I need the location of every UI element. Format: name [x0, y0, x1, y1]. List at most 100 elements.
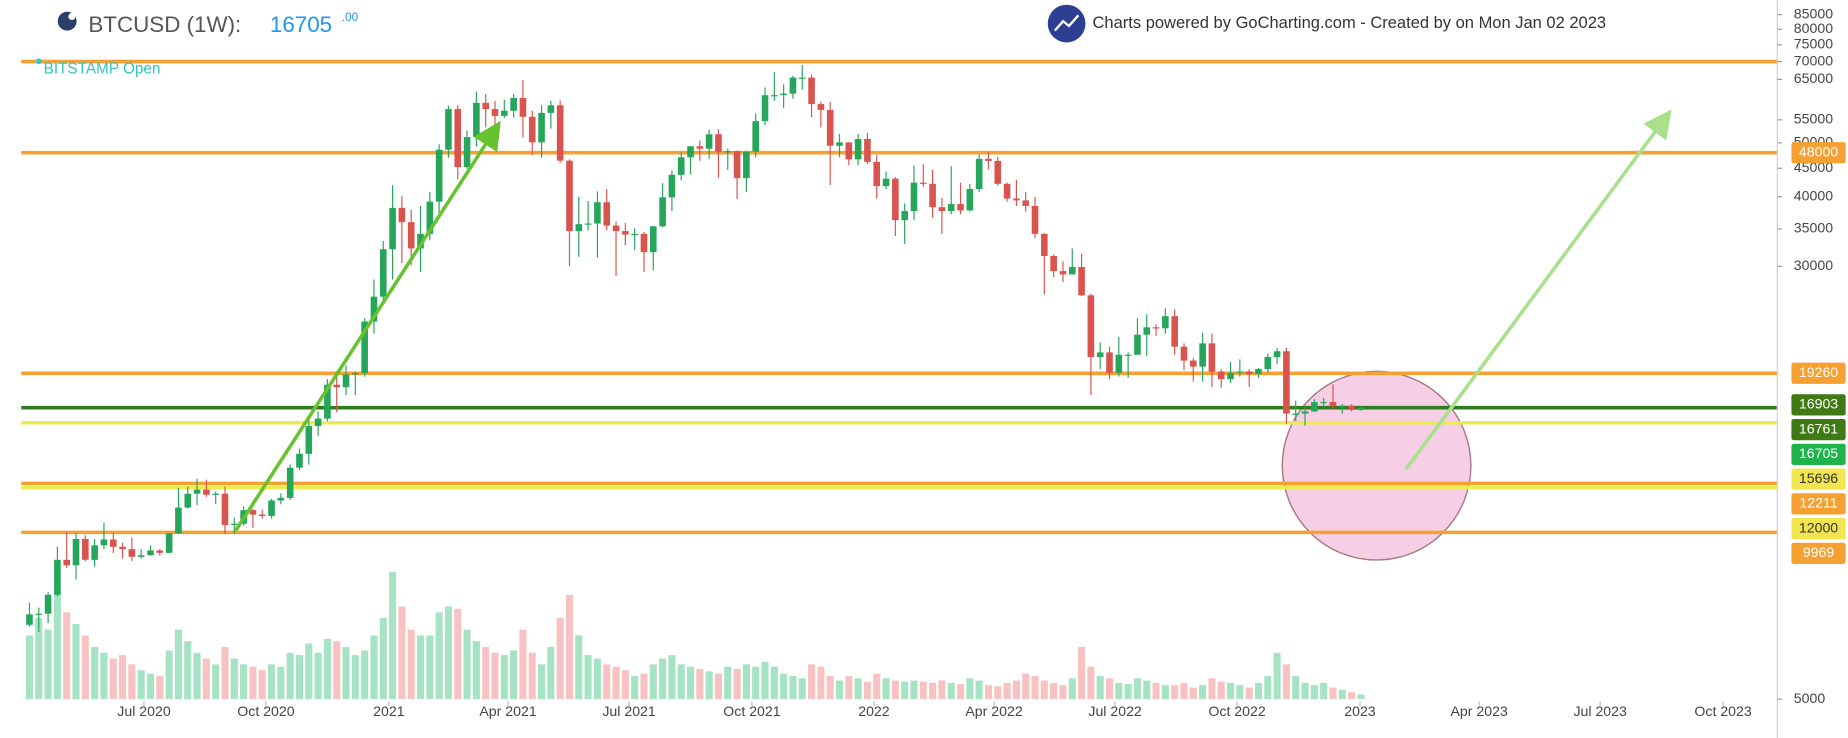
credit: Charts powered by GoCharting.com - Creat…	[1093, 14, 1607, 32]
candle-body	[649, 226, 657, 253]
candle-body	[1301, 411, 1309, 414]
trend-arrow	[234, 120, 501, 532]
candle-body	[221, 493, 229, 525]
candle-body	[780, 93, 787, 96]
candle-body	[752, 121, 759, 152]
price-badge	[1791, 493, 1846, 515]
y-tick-label: 35000	[1794, 220, 1833, 236]
volume-bar	[128, 664, 136, 700]
axes: 5000300003500040000450005000055000650007…	[117, 5, 1846, 719]
exchange-dot	[35, 58, 42, 65]
candle-body	[1273, 351, 1281, 358]
candle-body	[1171, 316, 1178, 347]
volume-bar	[649, 664, 657, 700]
volume-bar	[1059, 685, 1067, 700]
volume-bar	[212, 664, 220, 700]
volume-bar	[137, 670, 145, 700]
price-badge	[1791, 468, 1846, 490]
volume-bar	[817, 666, 825, 700]
candle-body	[1348, 405, 1355, 410]
price-badge	[1791, 362, 1846, 384]
y-tick-label: 75000	[1794, 36, 1833, 52]
volume-bar	[119, 655, 127, 700]
candle-body	[379, 249, 387, 297]
candle-body	[603, 202, 611, 226]
candle-body	[305, 426, 313, 454]
candle-body	[119, 546, 126, 550]
volume-bar	[584, 655, 592, 700]
volume-bar	[1292, 675, 1300, 700]
candle-body	[566, 160, 573, 232]
candle-body	[314, 418, 322, 427]
volume-bar	[277, 666, 285, 700]
volume-bar	[323, 638, 331, 700]
volume-bar	[472, 641, 480, 700]
candle-body	[1357, 407, 1365, 410]
volume-bar	[305, 643, 313, 700]
candle-body	[864, 138, 871, 162]
volume-bar	[742, 664, 750, 700]
volume-bar	[938, 680, 946, 700]
volume-bar	[109, 658, 117, 700]
y-tick-label: 70000	[1794, 52, 1833, 68]
candle-body	[454, 109, 462, 168]
volume-bar	[1068, 678, 1076, 700]
candle-body	[547, 105, 555, 113]
candle-body	[668, 174, 676, 198]
volume-bar	[994, 686, 1002, 700]
volume-bar	[1329, 687, 1337, 700]
volume-bar	[845, 675, 853, 700]
candle-body	[1208, 343, 1216, 372]
candle-body	[165, 533, 173, 553]
volume-bar	[1180, 682, 1188, 700]
x-tick-label: Oct 2020	[237, 703, 294, 719]
price-badge-label: 12211	[1799, 495, 1837, 511]
volume-bar	[1236, 685, 1244, 700]
candle-body	[836, 142, 843, 146]
candle-body	[622, 231, 629, 235]
candle-body	[966, 189, 974, 211]
volume-bar	[873, 673, 881, 700]
candle-body	[445, 109, 452, 150]
volume-bar	[640, 673, 648, 700]
candle-body	[1087, 295, 1095, 358]
volume-bar	[1040, 680, 1048, 700]
volume-bar	[882, 678, 890, 700]
candle-body	[407, 222, 415, 249]
plot	[21, 59, 1778, 700]
volume-bar	[1161, 685, 1169, 700]
volume-bar	[398, 606, 406, 700]
candle-body	[1190, 360, 1197, 367]
volume-bar	[286, 652, 294, 700]
volume-bar	[1189, 687, 1197, 700]
x-tick-label: 2022	[858, 703, 890, 719]
candle-body	[324, 384, 331, 419]
volume-bar	[696, 668, 704, 700]
x-tick-label: Oct 2022	[1208, 703, 1265, 719]
volume-bar	[668, 655, 676, 700]
candle-body	[398, 207, 406, 223]
volume-bar	[575, 635, 583, 700]
volume-bar	[1003, 682, 1011, 700]
price-badge-label: 9969	[1803, 544, 1835, 560]
candle-body	[985, 158, 992, 161]
volume-bar	[1050, 682, 1058, 700]
volume-bar	[482, 647, 490, 700]
candle-body	[268, 500, 275, 516]
volume-bar	[798, 678, 806, 700]
volume-bar	[146, 673, 155, 700]
candle-body	[938, 207, 946, 212]
volume-bar	[1348, 692, 1356, 700]
candle-body	[975, 158, 983, 190]
volume-bar	[389, 571, 397, 700]
candle-body	[1311, 402, 1318, 412]
x-tick-label: Jul 2020	[117, 703, 171, 719]
candle-body	[1236, 371, 1244, 373]
volume-bar	[1264, 675, 1272, 700]
price-badge-label: 16705	[1799, 445, 1838, 461]
price-badge	[1791, 418, 1846, 441]
candle-body	[417, 233, 424, 249]
volume-bar	[100, 652, 108, 700]
candle-body	[1143, 327, 1151, 335]
